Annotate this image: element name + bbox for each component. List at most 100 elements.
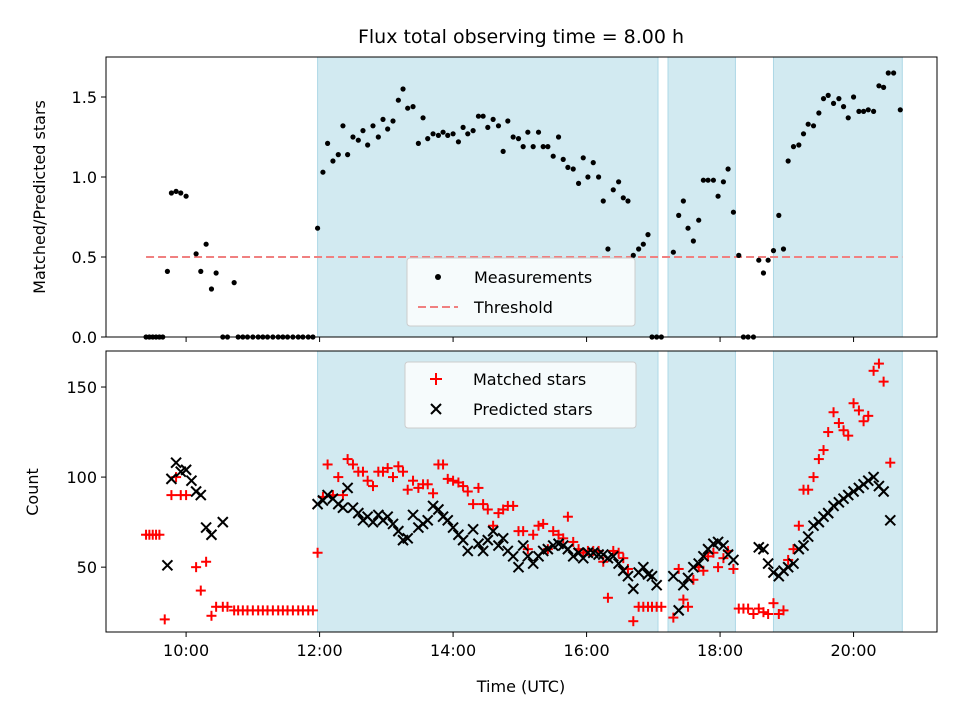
predicted-point xyxy=(337,502,349,514)
matched-point xyxy=(408,475,419,486)
matched-point xyxy=(843,430,854,441)
measurement-point xyxy=(445,132,451,138)
top-y-axis-label: Matched/Predicted stars xyxy=(30,100,49,294)
matched-point xyxy=(478,499,489,510)
predicted-point xyxy=(457,534,469,546)
predicted-point xyxy=(822,507,834,519)
predicted-point xyxy=(352,507,365,519)
predicted-point xyxy=(507,550,519,563)
measurement-point xyxy=(320,169,326,175)
matched-point xyxy=(793,520,804,531)
measurement-point xyxy=(785,158,791,164)
measurement-point xyxy=(565,164,571,170)
measurement-point xyxy=(736,252,742,258)
measurement-point xyxy=(897,107,903,113)
measurement-point xyxy=(430,131,436,137)
predicted-legend-label: Predicted stars xyxy=(473,400,593,419)
predicted-point xyxy=(497,532,509,545)
predicted-point xyxy=(477,545,489,557)
measurement-point xyxy=(208,286,215,292)
predicted-point xyxy=(727,554,740,566)
predicted-point xyxy=(592,548,605,561)
matched-point xyxy=(428,488,439,499)
matched-point xyxy=(181,490,192,501)
measurement-point xyxy=(168,190,175,196)
predicted-point xyxy=(827,500,840,512)
predicted-series xyxy=(161,456,896,617)
measurement-point xyxy=(796,142,802,148)
matched-point xyxy=(166,490,177,501)
predicted-point xyxy=(797,539,810,552)
matched-point xyxy=(438,459,449,470)
measurement-point xyxy=(640,241,646,247)
measurement-point xyxy=(164,268,171,274)
predicted-point xyxy=(612,557,625,570)
measurement-point xyxy=(715,193,721,199)
matched-point xyxy=(402,484,413,495)
top-panel: 0.0 0.5 1.0 1.5 Matched/Predicted stars Mea… xyxy=(30,56,938,347)
matched-point xyxy=(628,616,639,627)
matched-point xyxy=(342,454,353,465)
measurement-legend-marker xyxy=(435,274,441,280)
measurement-point xyxy=(770,248,777,254)
predicted-point xyxy=(682,572,694,584)
measurement-point xyxy=(545,144,551,150)
measurement-point xyxy=(891,70,897,76)
matched-legend-marker xyxy=(430,373,442,385)
matched-point xyxy=(159,614,170,625)
predicted-legend-marker xyxy=(430,403,442,415)
measurement-point xyxy=(800,131,807,137)
matched-point xyxy=(873,358,884,369)
top-y-tick-label: 1.5 xyxy=(72,88,97,107)
measurement-point xyxy=(840,104,847,110)
measurement-point xyxy=(380,116,386,122)
measurement-point xyxy=(760,270,767,276)
measurement-point xyxy=(676,212,682,218)
measurement-point xyxy=(350,134,356,140)
measurement-point xyxy=(455,139,462,145)
matched-point xyxy=(838,425,849,436)
predicted-point xyxy=(650,579,663,591)
measurement-point xyxy=(575,180,582,186)
measurement-point xyxy=(505,118,511,124)
measurement-point xyxy=(183,193,189,199)
x-tick-label: 14:00 xyxy=(430,641,476,660)
matched-point xyxy=(468,499,479,510)
matched-point xyxy=(708,547,719,558)
measurement-point xyxy=(670,249,676,255)
top-legend-box xyxy=(406,257,636,327)
matched-point xyxy=(748,608,759,619)
predicted-point xyxy=(205,529,218,541)
predicted-point xyxy=(807,520,820,532)
measurement-point xyxy=(620,195,626,201)
predicted-point xyxy=(381,511,394,523)
top-y-ticks: 0.0 0.5 1.0 1.5 xyxy=(72,88,106,347)
predicted-point xyxy=(862,474,874,487)
matched-point xyxy=(823,427,834,438)
matched-point xyxy=(618,553,629,564)
measurement-point xyxy=(203,241,209,247)
measurement-point xyxy=(355,137,361,143)
measurement-point xyxy=(510,134,516,140)
predicted-point xyxy=(757,543,770,555)
predicted-point xyxy=(492,539,505,552)
top-x-ticks xyxy=(185,337,855,342)
top-y-tick-label: 1.0 xyxy=(72,168,97,187)
predicted-point xyxy=(442,514,454,527)
matched-point xyxy=(743,603,754,614)
predicted-point xyxy=(637,561,650,573)
predicted-point xyxy=(401,532,414,545)
threshold-legend-label: Threshold xyxy=(473,298,553,317)
measurement-point xyxy=(580,155,586,161)
measurement-point xyxy=(231,280,237,286)
measurement-point xyxy=(725,166,731,172)
predicted-point xyxy=(627,583,640,595)
measurement-point xyxy=(485,124,491,130)
predicted-point xyxy=(884,514,896,527)
measurement-point xyxy=(198,268,204,274)
matched-point xyxy=(728,563,739,574)
matched-point xyxy=(347,459,358,470)
predicted-point xyxy=(482,534,494,546)
matched-point xyxy=(508,500,519,511)
matched-point xyxy=(833,418,844,429)
